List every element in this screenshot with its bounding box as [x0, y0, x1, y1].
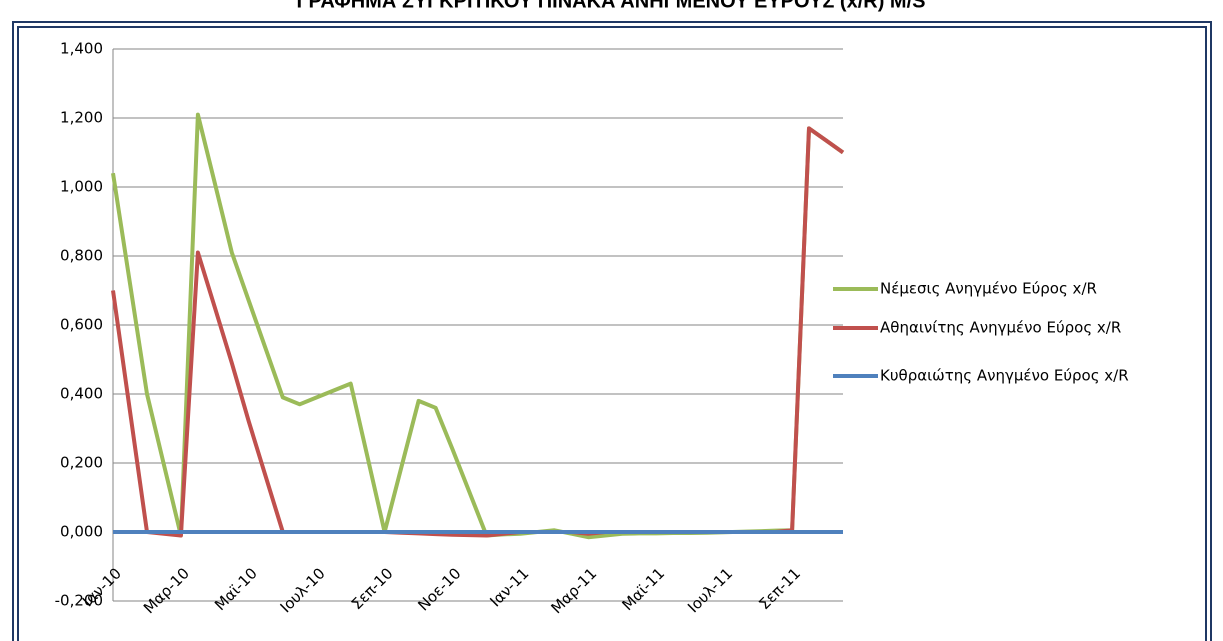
y-tick-label: 0,200: [60, 454, 103, 472]
y-tick-label: 0,400: [60, 385, 103, 403]
y-tick-label: 1,200: [60, 109, 103, 127]
y-tick-label: 0,000: [60, 523, 103, 541]
legend-label: Νέμεσις Ανηγμένο Εύρος x/R: [880, 280, 1097, 298]
chart-title: ΓΡΑΦΗΜΑ ΣΥΓΚΡΙΤΙΚΟΥ ΠΙΝΑΚΑ ΑΝΗΓΜΕΝΟΥ ΕΥΡ…: [297, 0, 926, 12]
frame-inner: [17, 26, 1207, 641]
frame-outer: [12, 21, 1212, 641]
y-tick-label: -0,200: [55, 592, 103, 610]
legend-label: Αθηαινίτης Ανηγμένο Εύρος x/R: [880, 319, 1121, 337]
y-tick-label: 0,600: [60, 316, 103, 334]
y-tick-label: 0,800: [60, 247, 103, 265]
y-tick-label: 1,000: [60, 178, 103, 196]
legend-label: Κυθραιώτης Ανηγμένο Εύρος x/R: [880, 367, 1129, 385]
y-tick-label: 1,400: [60, 40, 103, 58]
